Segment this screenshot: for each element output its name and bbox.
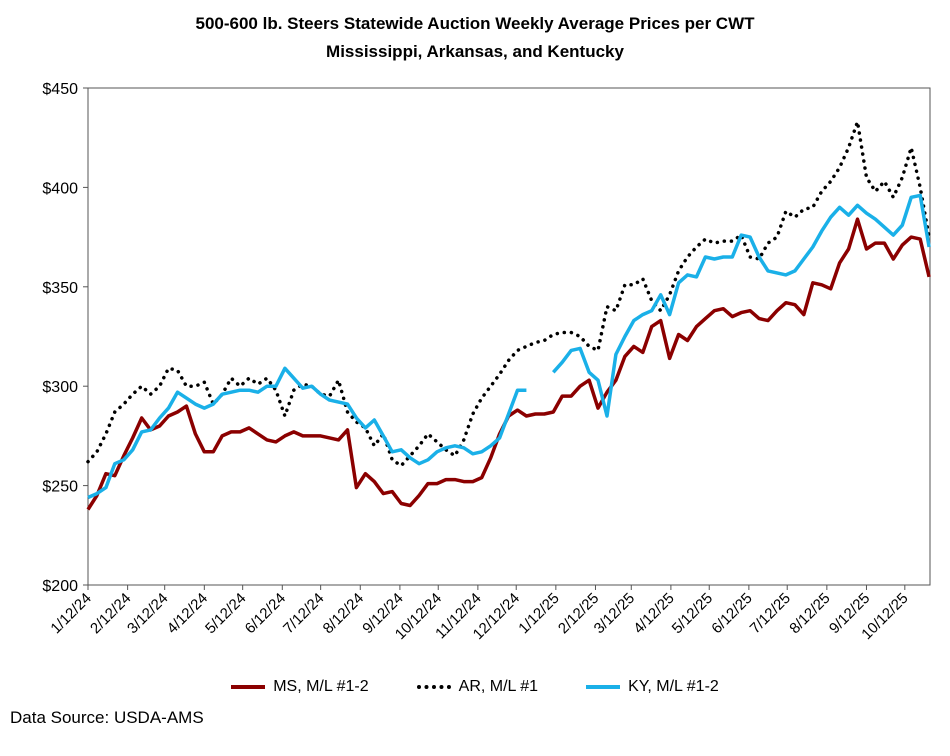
y-tick-label: $350 [42, 280, 78, 297]
x-tick-label: 7/12/24 [280, 590, 327, 637]
legend: MS, M/L #1-2 AR, M/L #1 KY, M/L #1-2 [0, 678, 950, 696]
y-tick-label: $400 [42, 180, 78, 197]
x-tick-label: 4/12/25 [630, 590, 677, 637]
x-tick-label: 3/12/25 [591, 590, 638, 637]
chart-subtitle: Mississippi, Arkansas, and Kentucky [326, 42, 624, 61]
legend-swatch-ms [231, 685, 266, 689]
x-tick-label: 2/12/24 [87, 590, 134, 637]
legend-label-ky: KY, M/L #1-2 [628, 678, 719, 695]
series-line-ar [86, 120, 931, 468]
x-tick-label: 6/12/25 [708, 590, 755, 637]
x-tick-label: 7/12/25 [747, 590, 794, 637]
series-line-ky [87, 366, 527, 500]
legend-item-ms: MS, M/L #1-2 [231, 678, 369, 696]
plot-border [87, 87, 931, 586]
legend-label-ar: AR, M/L #1 [458, 678, 539, 695]
y-tick-label: $300 [42, 379, 78, 396]
x-tick-label: 1/12/25 [515, 590, 562, 637]
x-tick-label: 4/12/24 [164, 590, 211, 637]
y-tick-label: $200 [42, 578, 78, 595]
legend-swatch-ar [416, 685, 451, 689]
legend-swatch-ky [586, 685, 621, 689]
legend-item-ky: KY, M/L #1-2 [586, 678, 719, 696]
data-source: Data Source: USDA-AMS [10, 708, 204, 727]
x-tick-label: 8/12/24 [320, 590, 367, 637]
x-tick-label: 6/12/24 [242, 590, 289, 637]
x-tick-label: 5/12/24 [202, 590, 249, 637]
y-tick-label: $250 [42, 479, 78, 496]
series-line-ky [551, 193, 931, 418]
y-tick-label: $450 [42, 81, 78, 98]
x-tick-label: 8/12/25 [786, 590, 833, 637]
x-tick-label: 1/12/24 [47, 590, 94, 637]
chart-title: 500-600 lb. Steers Statewide Auction Wee… [195, 14, 755, 33]
legend-item-ar: AR, M/L #1 [416, 678, 539, 696]
x-tick-label: 3/12/24 [124, 590, 171, 637]
x-tick-label: 5/12/25 [669, 590, 716, 637]
legend-label-ms: MS, M/L #1-2 [273, 678, 369, 695]
